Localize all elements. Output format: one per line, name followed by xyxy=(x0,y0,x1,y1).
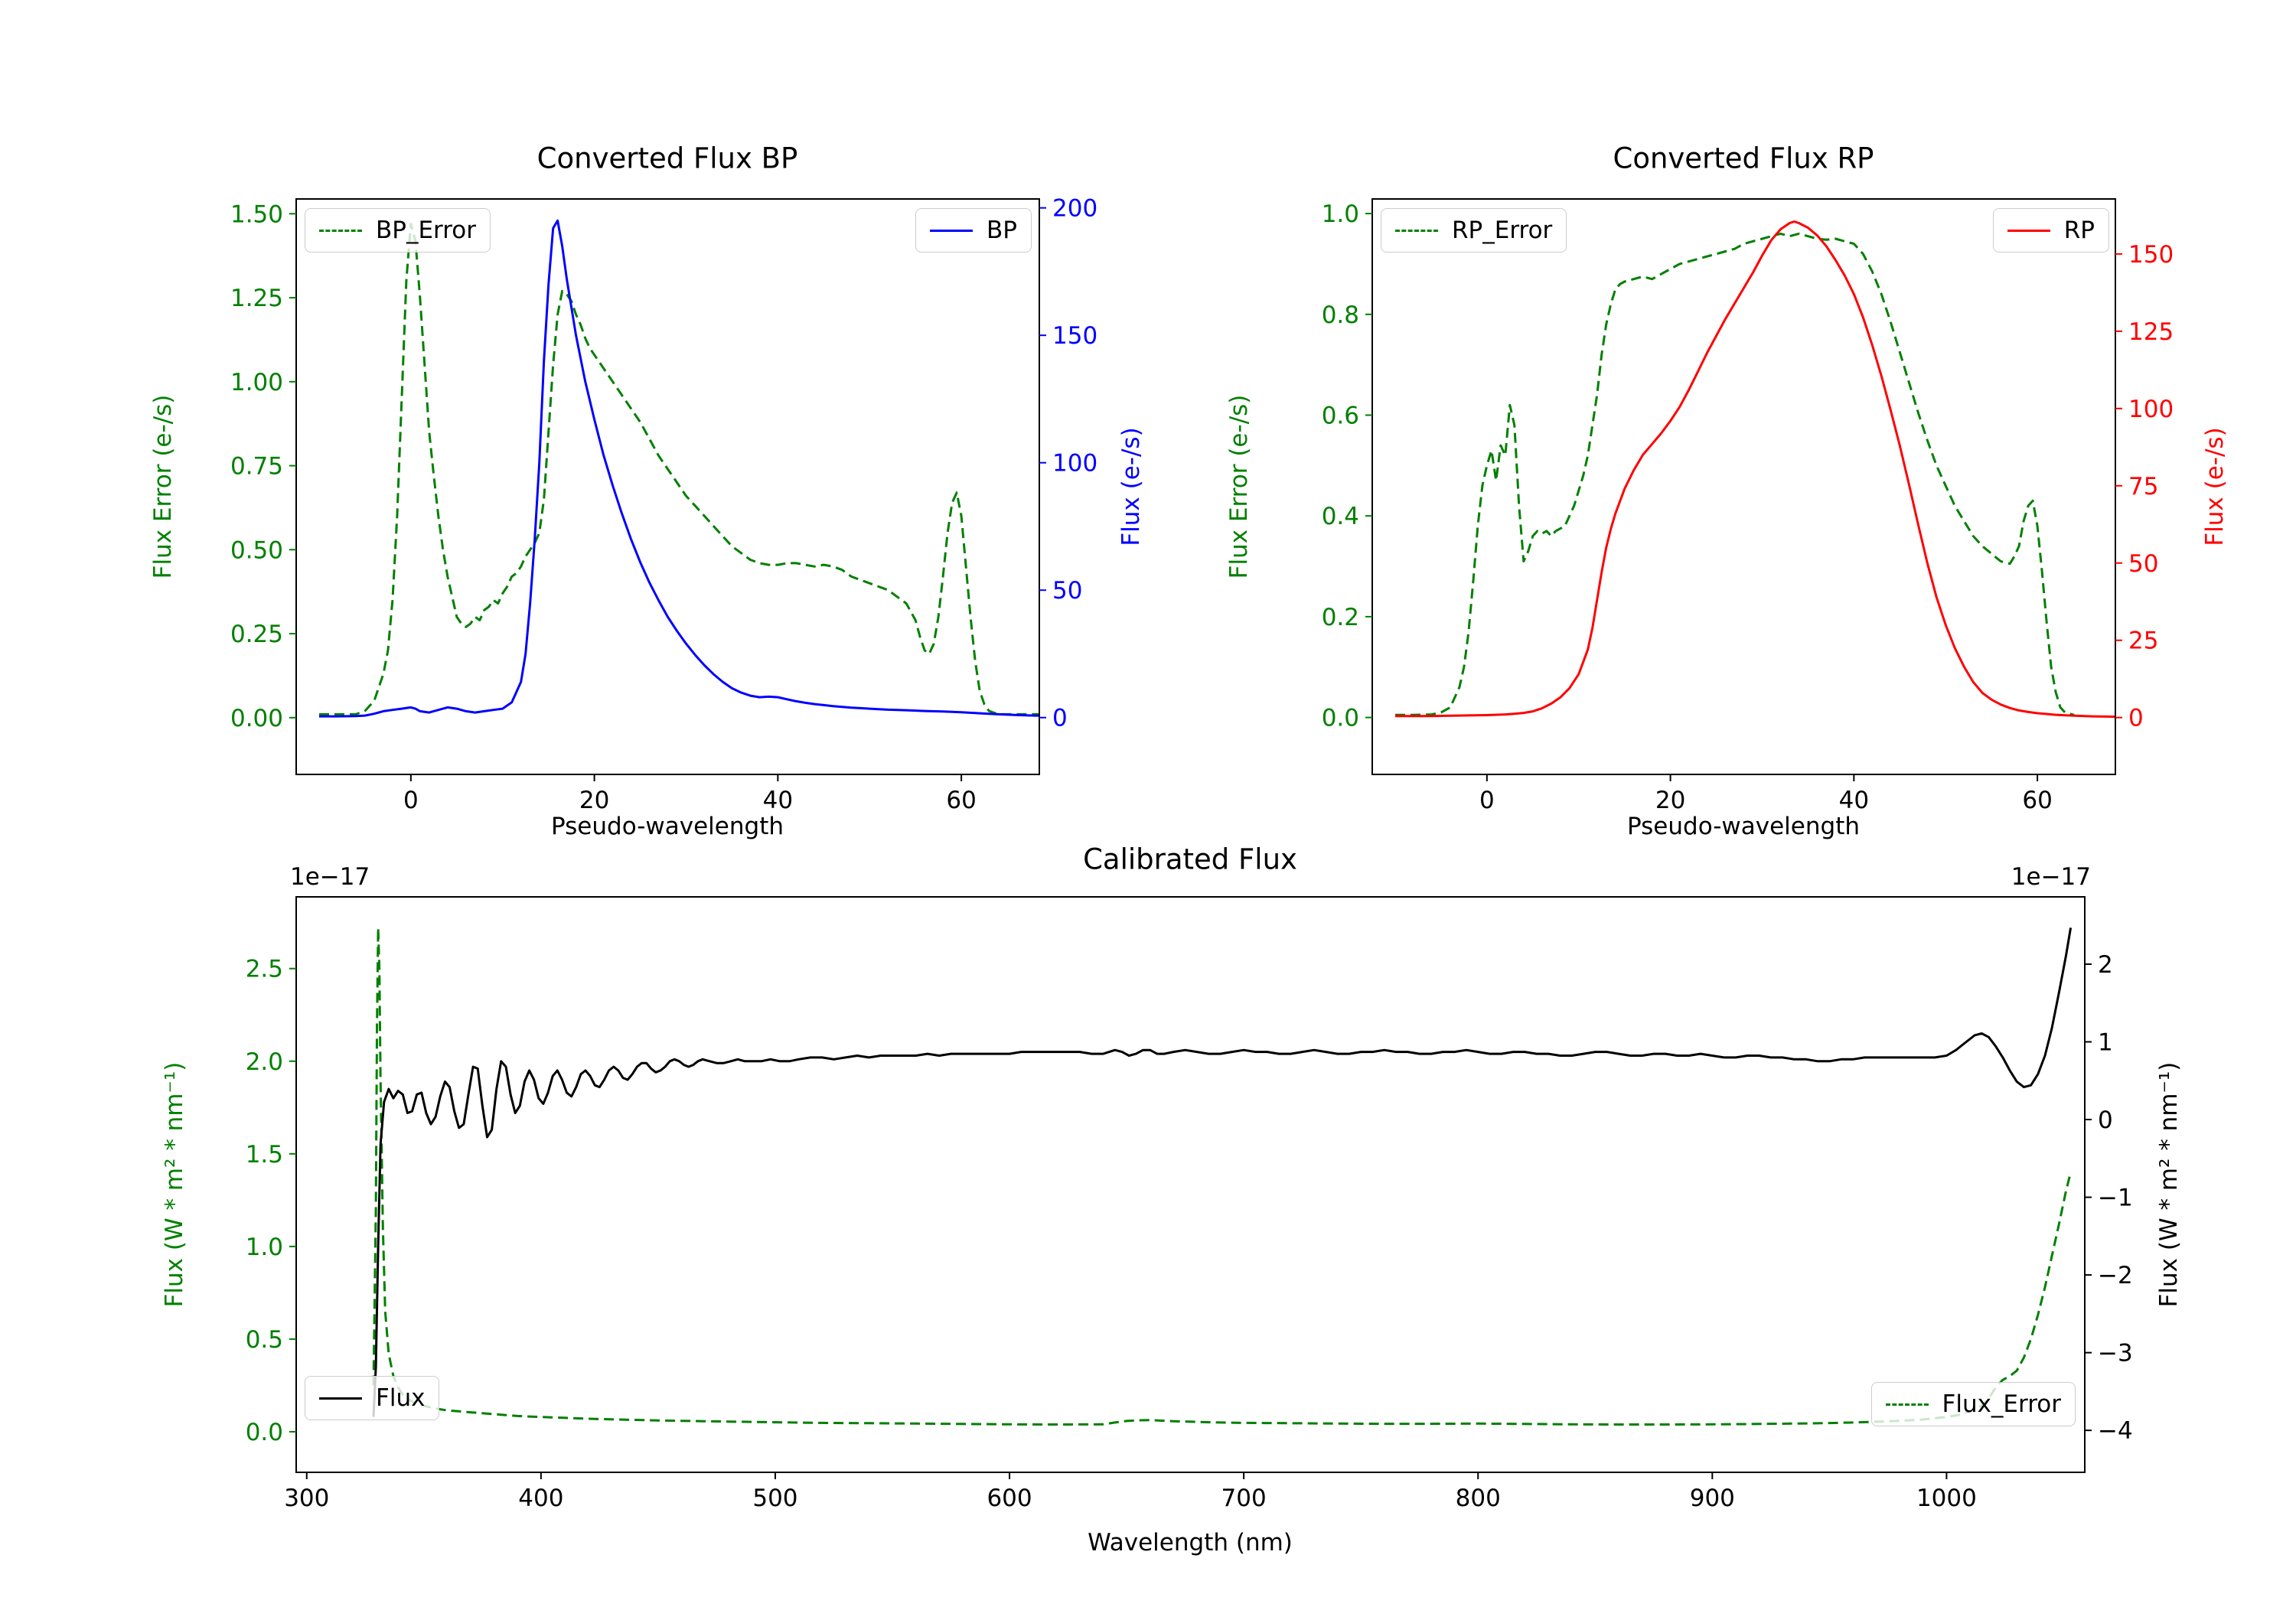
svg-text:600: 600 xyxy=(987,1485,1032,1512)
svg-text:1: 1 xyxy=(2098,1028,2113,1056)
svg-text:0.0: 0.0 xyxy=(246,1419,283,1446)
calibrated-chart-title: Calibrated Flux xyxy=(1083,843,1297,876)
svg-text:0.25: 0.25 xyxy=(230,621,283,648)
svg-text:0.6: 0.6 xyxy=(1322,402,1359,429)
flux-legend-line-icon xyxy=(319,1397,362,1400)
rp-legend-label: RP xyxy=(2063,217,2095,244)
bp-right-yaxis-label: Flux (e-/s) xyxy=(1117,427,1145,546)
svg-text:1.50: 1.50 xyxy=(230,200,283,228)
svg-text:60: 60 xyxy=(2022,787,2052,814)
legend-rp: RP xyxy=(1992,208,2109,253)
svg-text:0.00: 0.00 xyxy=(230,705,283,732)
svg-text:40: 40 xyxy=(1839,787,1869,814)
svg-text:0.8: 0.8 xyxy=(1322,302,1359,329)
rp-chart-title: Converted Flux RP xyxy=(1613,142,1874,175)
bp-chart-title: Converted Flux BP xyxy=(536,142,798,175)
svg-text:−4: −4 xyxy=(2098,1417,2133,1445)
svg-text:0: 0 xyxy=(1479,787,1495,814)
bp-flux-line xyxy=(319,219,1039,718)
svg-text:1.0: 1.0 xyxy=(246,1234,283,1261)
svg-text:2.0: 2.0 xyxy=(246,1048,283,1076)
svg-text:2.5: 2.5 xyxy=(246,956,283,983)
rp-flux-line xyxy=(1395,220,2115,719)
legend-rp-error: RP_Error xyxy=(1381,208,1567,253)
bp-axes-spines xyxy=(295,198,1040,775)
legend-flux-error: Flux_Error xyxy=(1870,1382,2076,1426)
bp-xaxis-label: Pseudo-wavelength xyxy=(550,813,784,840)
bp-error-legend-line-icon xyxy=(319,229,362,232)
bp-left-yaxis-label: Flux Error (e-/s) xyxy=(149,394,177,579)
rp-error-legend-line-icon xyxy=(1395,229,1438,232)
flux-error-legend-label: Flux_Error xyxy=(1942,1390,2062,1418)
rp-xaxis-label: Pseudo-wavelength xyxy=(1626,813,1861,840)
legend-bp: BP xyxy=(915,208,1032,253)
svg-text:0.0: 0.0 xyxy=(1322,705,1359,732)
rp-error-line xyxy=(1395,232,2075,716)
rp-right-yaxis-label: Flux (e-/s) xyxy=(2201,427,2229,546)
svg-text:−2: −2 xyxy=(2098,1262,2133,1289)
svg-text:1.00: 1.00 xyxy=(230,369,283,396)
svg-text:1.5: 1.5 xyxy=(246,1141,283,1169)
svg-text:0.75: 0.75 xyxy=(230,453,283,481)
rp-error-legend-label: RP_Error xyxy=(1452,217,1553,244)
svg-text:1000: 1000 xyxy=(1916,1485,1977,1512)
svg-text:0: 0 xyxy=(1052,705,1068,732)
legend-flux: Flux xyxy=(305,1376,440,1420)
svg-text:75: 75 xyxy=(2128,473,2158,500)
bp-legend-label: BP xyxy=(987,217,1017,244)
flux-legend-label: Flux xyxy=(376,1384,426,1412)
svg-text:1.0: 1.0 xyxy=(1322,200,1359,228)
svg-text:20: 20 xyxy=(579,787,609,814)
svg-text:1.25: 1.25 xyxy=(230,285,283,312)
svg-text:2: 2 xyxy=(2098,951,2113,979)
flux-line xyxy=(372,927,2073,1417)
flux-error-legend-line-icon xyxy=(1885,1403,1929,1406)
svg-text:25: 25 xyxy=(2128,627,2158,655)
flux-error-line xyxy=(372,926,2073,1426)
svg-text:150: 150 xyxy=(1052,322,1097,350)
svg-text:400: 400 xyxy=(518,1485,563,1512)
svg-text:50: 50 xyxy=(2128,550,2158,578)
rp-legend-line-icon xyxy=(2007,229,2050,232)
svg-text:100: 100 xyxy=(2128,396,2174,423)
bp-legend-line-icon xyxy=(930,229,974,232)
calibrated-xaxis-label: Wavelength (nm) xyxy=(1088,1529,1293,1556)
svg-text:100: 100 xyxy=(1052,450,1097,478)
svg-text:1e−17: 1e−17 xyxy=(2011,863,2091,891)
svg-text:50: 50 xyxy=(1052,577,1082,605)
bp-error-line xyxy=(319,223,1039,715)
svg-text:200: 200 xyxy=(1052,195,1097,223)
svg-text:125: 125 xyxy=(2128,318,2174,346)
svg-text:150: 150 xyxy=(2128,241,2174,269)
svg-text:0.5: 0.5 xyxy=(246,1326,283,1354)
svg-text:900: 900 xyxy=(1690,1485,1735,1512)
svg-text:−3: −3 xyxy=(2098,1340,2133,1367)
rp-left-yaxis-label: Flux Error (e-/s) xyxy=(1225,394,1253,579)
svg-text:0: 0 xyxy=(403,787,419,814)
svg-text:−1: −1 xyxy=(2098,1185,2133,1212)
svg-text:1e−17: 1e−17 xyxy=(290,863,370,891)
svg-text:20: 20 xyxy=(1655,787,1685,814)
svg-text:0.4: 0.4 xyxy=(1322,503,1359,530)
calibrated-left-yaxis-label: Flux (W * m² * nm⁻¹) xyxy=(161,1061,188,1308)
svg-text:0.50: 0.50 xyxy=(230,536,283,564)
svg-text:300: 300 xyxy=(284,1485,329,1512)
svg-text:0: 0 xyxy=(2098,1107,2113,1134)
calibrated-axes-spines xyxy=(295,896,2086,1473)
rp-axes-spines xyxy=(1371,198,2116,775)
svg-text:40: 40 xyxy=(763,787,793,814)
svg-text:0: 0 xyxy=(2128,705,2144,732)
svg-text:700: 700 xyxy=(1221,1485,1267,1512)
svg-text:800: 800 xyxy=(1456,1485,1501,1512)
legend-bp-error: BP_Error xyxy=(305,208,491,253)
svg-text:60: 60 xyxy=(946,787,976,814)
bp-error-legend-label: BP_Error xyxy=(376,217,477,244)
svg-text:500: 500 xyxy=(752,1485,797,1512)
calibrated-right-yaxis-label: Flux (W * m² * nm⁻¹) xyxy=(2155,1061,2183,1308)
svg-text:0.2: 0.2 xyxy=(1322,604,1359,631)
